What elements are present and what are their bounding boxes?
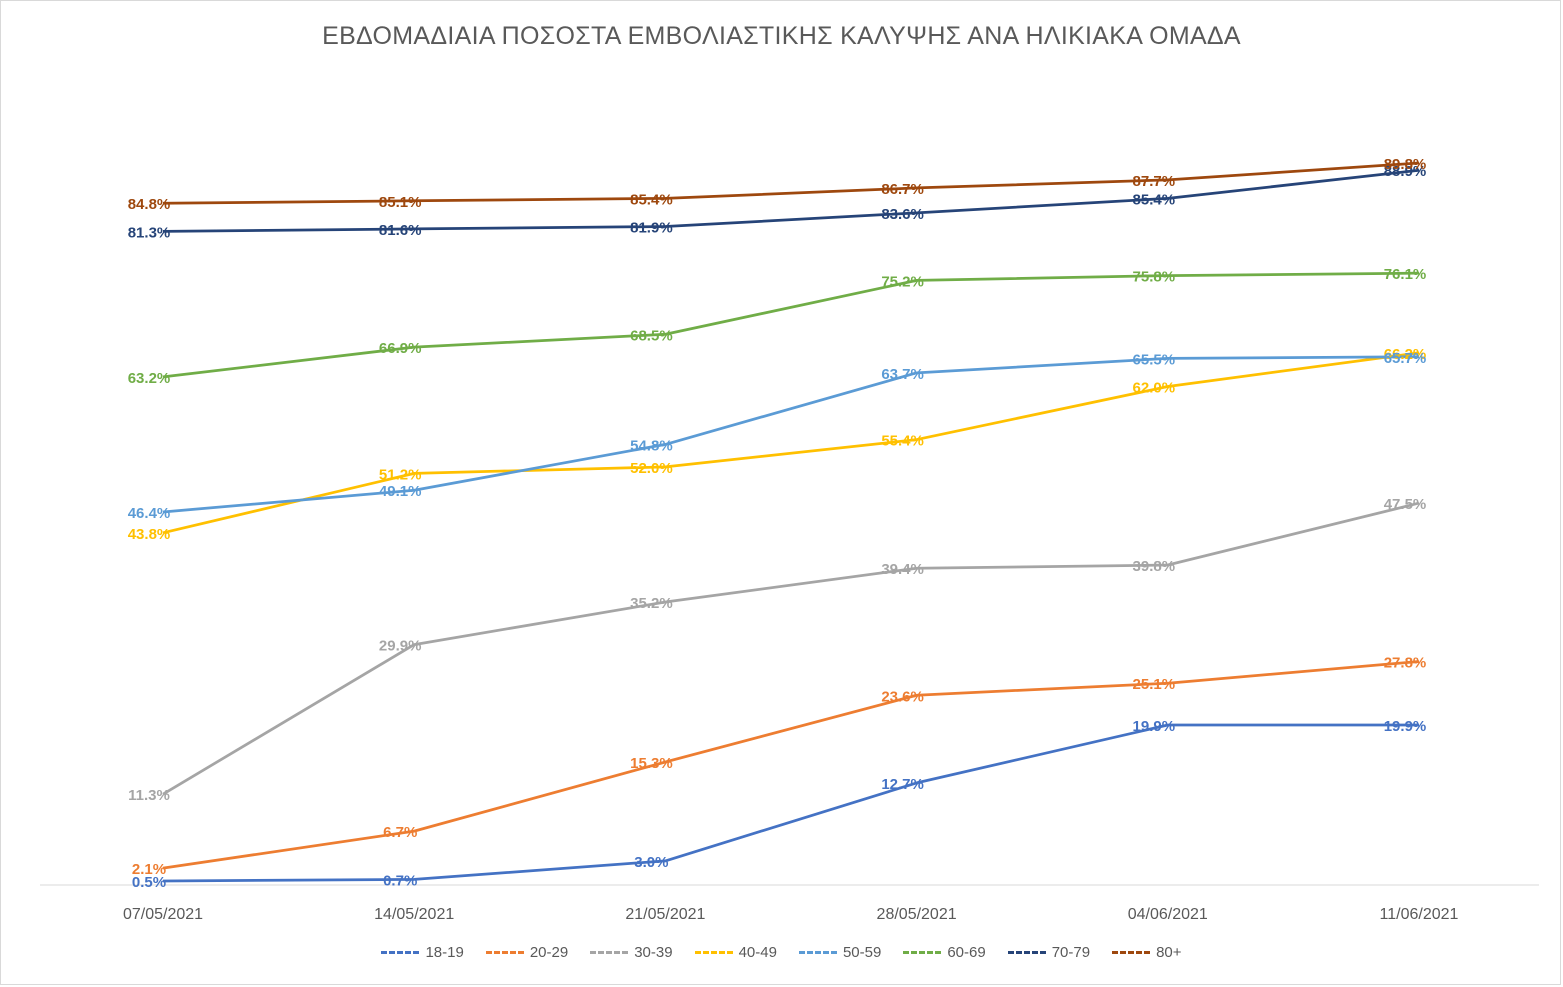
data-label: 76.1% [1384, 266, 1427, 283]
legend-label: 60-69 [947, 944, 986, 961]
data-label: 25.1% [1133, 676, 1176, 693]
data-label: 51.2% [379, 466, 422, 483]
data-label: 86.7% [881, 181, 924, 198]
legend-label: 40-49 [738, 944, 777, 961]
legend-item: 60-69 [903, 944, 986, 961]
data-label: 83.6% [881, 206, 924, 223]
data-label: 27.8% [1384, 654, 1427, 671]
data-label: 19.9% [1384, 718, 1427, 735]
x-tick-label: 14/05/2021 [374, 906, 454, 923]
x-tick-label: 07/05/2021 [123, 906, 203, 923]
data-label: 52.0% [630, 460, 673, 477]
data-label: 39.4% [881, 561, 924, 578]
data-label: 62.0% [1133, 380, 1176, 397]
data-label: 6.7% [383, 824, 417, 841]
data-label: 85.1% [379, 194, 422, 211]
data-label: 63.7% [881, 366, 924, 383]
legend-label: 80+ [1156, 944, 1182, 961]
data-label: 2.1% [132, 861, 166, 878]
x-tick-label: 04/06/2021 [1128, 906, 1208, 923]
legend-swatch [1007, 951, 1046, 954]
legend-swatch [1112, 951, 1151, 954]
legend-swatch [590, 951, 629, 954]
data-label: 39.8% [1133, 558, 1176, 575]
chart-legend: 18-19 20-29 30-39 40-49 50-59 60-69 70-79 80+ [0, 944, 1563, 961]
data-label: 15.3% [630, 755, 673, 772]
data-label: 81.9% [630, 220, 673, 237]
data-label: 65.7% [1384, 350, 1427, 367]
legend-item: 20-29 [485, 944, 569, 961]
data-label: 75.8% [1133, 269, 1176, 286]
data-label: 81.6% [379, 222, 422, 239]
data-label: 3.0% [634, 854, 668, 871]
data-label: 11.3% [128, 787, 170, 804]
legend-swatch [694, 951, 733, 954]
series-line-50-59 [162, 355, 1420, 514]
legend-swatch [485, 951, 524, 954]
data-label: 43.8% [128, 526, 171, 543]
series-line-60-69 [162, 271, 1420, 379]
legend-item: 70-79 [1007, 944, 1091, 961]
legend-item: 50-59 [798, 944, 882, 961]
legend-swatch [798, 951, 837, 954]
series-line-20-29 [162, 660, 1420, 870]
legend-item: 30-39 [590, 944, 673, 961]
data-label: 81.3% [128, 224, 171, 241]
data-label: 66.9% [379, 340, 422, 357]
data-label: 54.8% [630, 437, 673, 454]
legend-label: 70-79 [1051, 944, 1091, 961]
data-label: 12.7% [881, 776, 924, 793]
data-label: 87.7% [1133, 173, 1176, 190]
series-line-18-19 [162, 723, 1419, 883]
series-line-40-49 [162, 351, 1420, 535]
data-label: 88.9% [1384, 163, 1427, 180]
series-line-30-39 [162, 501, 1420, 796]
x-tick-label: 28/05/2021 [877, 906, 957, 923]
data-label: 29.9% [379, 638, 422, 655]
data-label: 89.8% [1384, 156, 1427, 173]
data-label: 68.5% [630, 327, 673, 344]
legend-item: 80+ [1112, 944, 1182, 961]
legend-label: 18-19 [425, 944, 464, 961]
data-label: 85.4% [630, 191, 673, 208]
legend-label: 30-39 [634, 944, 673, 961]
x-tick-label: 21/05/2021 [625, 906, 705, 923]
data-label: 66.2% [1384, 346, 1427, 363]
data-label: 19.9% [1133, 718, 1176, 735]
legend-swatch [381, 951, 420, 954]
x-tick-label: 11/06/2021 [1380, 906, 1459, 923]
data-label: 75.2% [881, 273, 924, 290]
legend-label: 50-59 [842, 944, 882, 961]
data-label: 63.2% [128, 370, 171, 387]
data-label: 85.4% [1133, 191, 1176, 208]
data-label: 35.2% [630, 595, 673, 612]
data-label: 46.4% [128, 505, 171, 522]
series-line-80+ [162, 161, 1420, 205]
data-label: 49.1% [379, 483, 422, 500]
data-label: 55.4% [881, 433, 924, 450]
legend-item: 40-49 [694, 944, 777, 961]
data-label: 0.7% [383, 872, 417, 889]
data-label: 84.8% [128, 196, 171, 213]
series-line-70-79 [162, 168, 1420, 233]
legend-swatch [903, 951, 942, 954]
data-label: 23.6% [881, 688, 924, 705]
legend-item: 18-19 [381, 944, 464, 961]
legend-label: 20-29 [529, 944, 569, 961]
chart-title: ΕΒΔΟΜΑΔΙΑΙΑ ΠΟΣΟΣΤΑ ΕΜΒΟΛΙΑΣΤΙΚΗΣ ΚΑΛΥΨΗ… [322, 22, 1241, 50]
data-label: 47.5% [1384, 496, 1427, 513]
data-label: 65.5% [1133, 351, 1176, 368]
data-label: 0.5% [132, 874, 166, 891]
